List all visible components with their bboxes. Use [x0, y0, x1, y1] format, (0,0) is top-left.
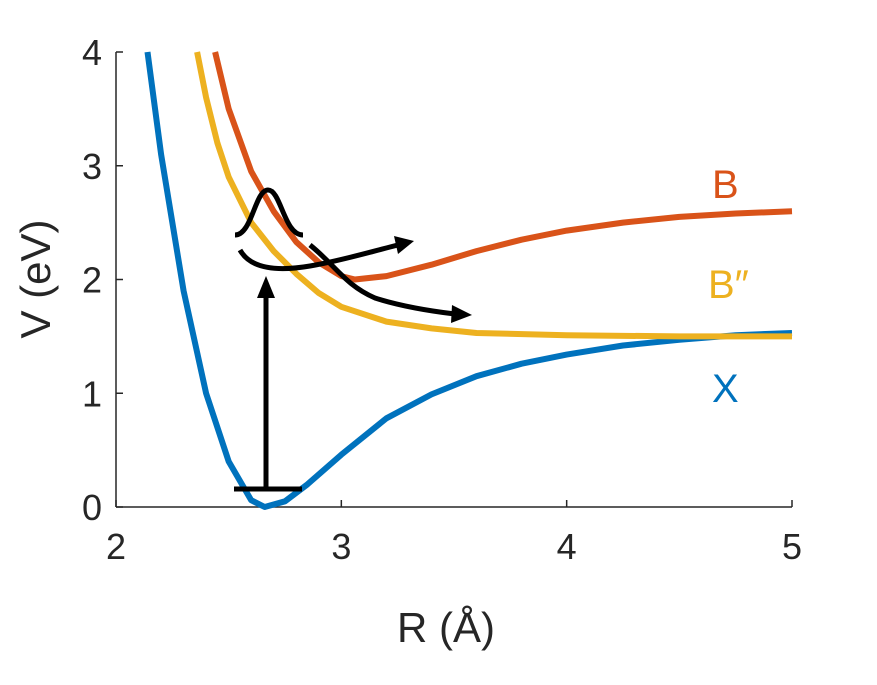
curve	[194, 51, 792, 340]
series-label: B″	[708, 263, 749, 307]
y-tick-label: 4	[82, 32, 102, 73]
x-tick-label: 2	[106, 526, 126, 567]
series-label: X	[712, 367, 739, 411]
y-tick-label: 0	[82, 487, 102, 528]
arrow-head	[257, 276, 275, 298]
curve	[144, 51, 793, 510]
y-tick-label: 1	[82, 373, 102, 414]
x-tick-label: 4	[557, 526, 577, 567]
x-tick-label: 3	[331, 526, 351, 567]
series-label: B	[712, 163, 739, 207]
plot-area: 2 3 4 5 0 1 2 3 4 X B B″	[82, 32, 802, 567]
x-axis-label: R (Å)	[397, 604, 495, 651]
y-tick-label: 3	[82, 146, 102, 187]
arrow-head	[451, 305, 472, 323]
dynamics-arrow	[308, 243, 456, 317]
dynamics-arrow	[237, 242, 399, 272]
y-tick-label: 2	[82, 260, 102, 301]
wavepacket	[234, 187, 304, 238]
curve	[212, 51, 793, 283]
annotations	[234, 187, 472, 492]
x-tick-label: 5	[782, 526, 802, 567]
y-axis-label: V (eV)	[12, 219, 59, 338]
arrow-head	[394, 236, 414, 254]
